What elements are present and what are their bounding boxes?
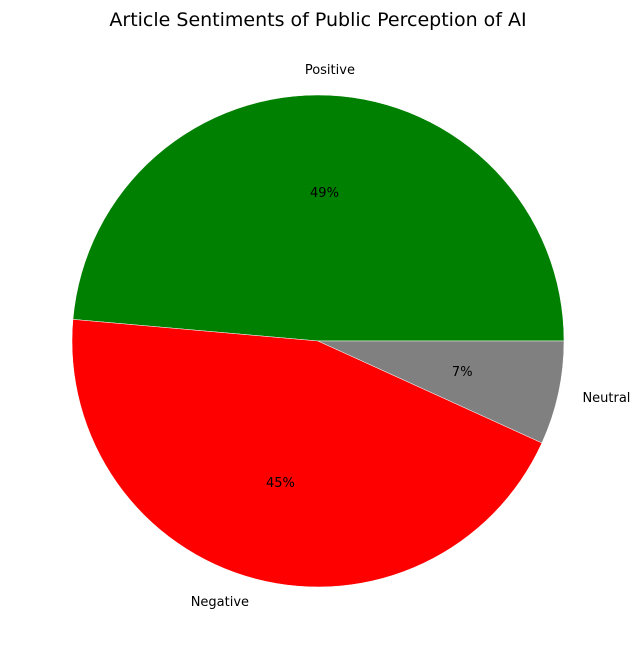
pie-labels: Positive 49% Negative 45% Neutral 7% bbox=[191, 63, 631, 610]
slice-percent-positive: 49% bbox=[310, 186, 339, 201]
pie-slice-neutral bbox=[317, 340, 565, 444]
pie-slices bbox=[71, 94, 565, 588]
pie-slice-negative bbox=[71, 319, 543, 588]
slice-label-neutral: Neutral bbox=[582, 391, 630, 406]
slice-percent-neutral: 7% bbox=[452, 365, 473, 380]
slice-label-positive: Positive bbox=[305, 63, 355, 78]
slice-label-negative: Negative bbox=[191, 595, 249, 610]
pie-slice-positive bbox=[72, 94, 565, 342]
slice-percent-negative: 45% bbox=[266, 476, 295, 491]
chart-title: Article Sentiments of Public Perception … bbox=[109, 9, 526, 31]
